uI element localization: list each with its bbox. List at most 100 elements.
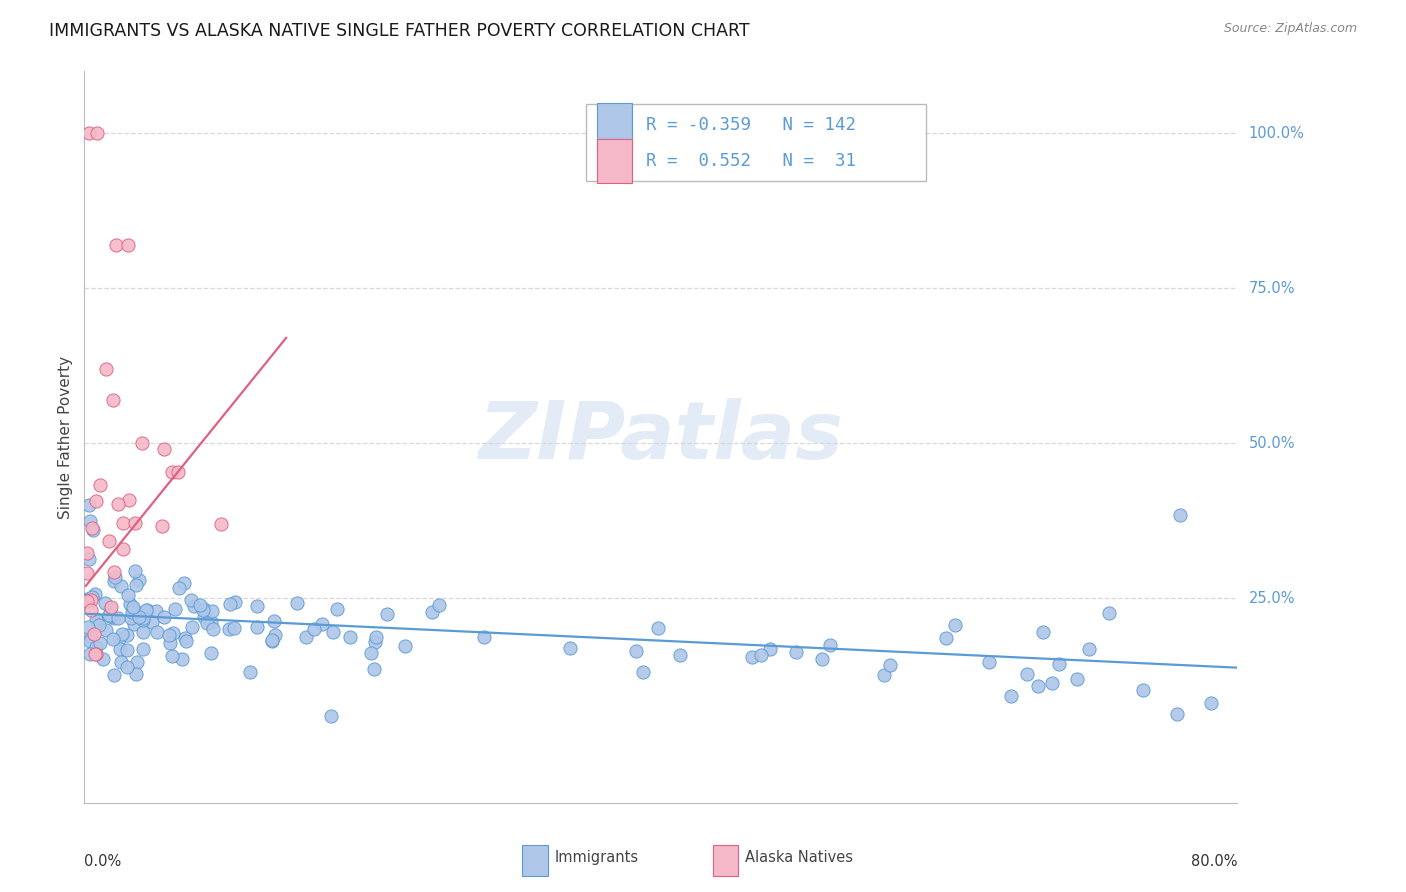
Y-axis label: Single Father Poverty: Single Father Poverty [58, 356, 73, 518]
Point [76, 593, 98, 607]
Text: ZIPatlas: ZIPatlas [478, 398, 844, 476]
Point [1026, 679, 1049, 693]
Point [98, 607, 121, 622]
Point [1201, 696, 1223, 710]
Point [135, 603, 157, 617]
FancyBboxPatch shape [523, 846, 548, 876]
Point [86, 647, 108, 661]
Point [128, 609, 150, 624]
Point [472, 630, 495, 644]
Point [97, 533, 120, 548]
Point [167, 582, 190, 596]
Point [131, 436, 153, 450]
Point [150, 518, 173, 533]
Point [174, 633, 197, 648]
FancyBboxPatch shape [586, 104, 927, 181]
Point [180, 620, 202, 634]
Point [79, 647, 101, 661]
Point [84, 587, 107, 601]
Point [239, 665, 262, 679]
Point [219, 597, 242, 611]
Point [107, 497, 129, 511]
Point [122, 599, 145, 614]
Point [103, 392, 124, 407]
Point [103, 565, 125, 579]
Point [172, 651, 194, 665]
Point [127, 610, 149, 624]
Point [124, 602, 146, 616]
Point [319, 709, 342, 723]
Point [202, 622, 225, 636]
Point [1015, 666, 1038, 681]
Point [146, 625, 169, 640]
Point [103, 574, 125, 589]
Point [246, 620, 269, 634]
Point [117, 238, 139, 252]
Text: Immigrants: Immigrants [555, 850, 638, 865]
Point [363, 662, 385, 676]
Point [879, 658, 901, 673]
Point [152, 442, 174, 457]
Point [166, 465, 188, 479]
Point [80, 591, 103, 605]
Point [84, 494, 107, 508]
Point [77, 498, 100, 512]
Point [193, 602, 215, 616]
Point [209, 516, 232, 531]
Point [224, 595, 246, 609]
Point [295, 630, 318, 644]
Point [427, 599, 450, 613]
Point [115, 628, 138, 642]
Point [375, 607, 398, 621]
Point [122, 616, 145, 631]
Point [165, 601, 187, 615]
Point [560, 641, 582, 656]
Point [87, 618, 110, 632]
Point [93, 652, 115, 666]
Point [110, 579, 132, 593]
Point [76, 620, 98, 634]
Point [364, 635, 387, 649]
Point [669, 648, 692, 663]
Point [82, 523, 104, 537]
Point [201, 604, 224, 618]
Point [1098, 607, 1121, 621]
Point [159, 636, 181, 650]
Point [86, 613, 108, 627]
Point [263, 628, 285, 642]
Point [304, 623, 326, 637]
Point [1032, 624, 1054, 639]
Point [120, 597, 142, 611]
Point [157, 628, 180, 642]
Point [162, 626, 184, 640]
Point [117, 588, 139, 602]
Point [125, 578, 148, 592]
Point [84, 647, 107, 661]
Text: R = -0.359   N = 142: R = -0.359 N = 142 [645, 116, 856, 134]
Point [121, 605, 143, 619]
Point [624, 644, 647, 658]
Point [173, 575, 195, 590]
Point [79, 631, 101, 645]
Point [751, 648, 773, 663]
Point [104, 570, 127, 584]
Point [262, 633, 284, 648]
Text: 100.0%: 100.0% [1249, 126, 1305, 141]
Point [1168, 508, 1191, 522]
Point [77, 551, 100, 566]
Text: 75.0%: 75.0% [1249, 281, 1295, 296]
Point [420, 605, 443, 619]
Point [260, 632, 283, 647]
Text: Source: ZipAtlas.com: Source: ZipAtlas.com [1223, 22, 1357, 36]
Point [80, 603, 103, 617]
Point [112, 516, 135, 531]
Point [76, 594, 98, 608]
Point [76, 566, 98, 581]
Point [124, 564, 146, 578]
Point [311, 617, 333, 632]
Point [326, 602, 349, 616]
Point [100, 599, 122, 614]
Point [1132, 683, 1154, 698]
Text: IMMIGRANTS VS ALASKA NATIVE SINGLE FATHER POVERTY CORRELATION CHART: IMMIGRANTS VS ALASKA NATIVE SINGLE FATHE… [49, 22, 749, 40]
Point [127, 655, 149, 669]
